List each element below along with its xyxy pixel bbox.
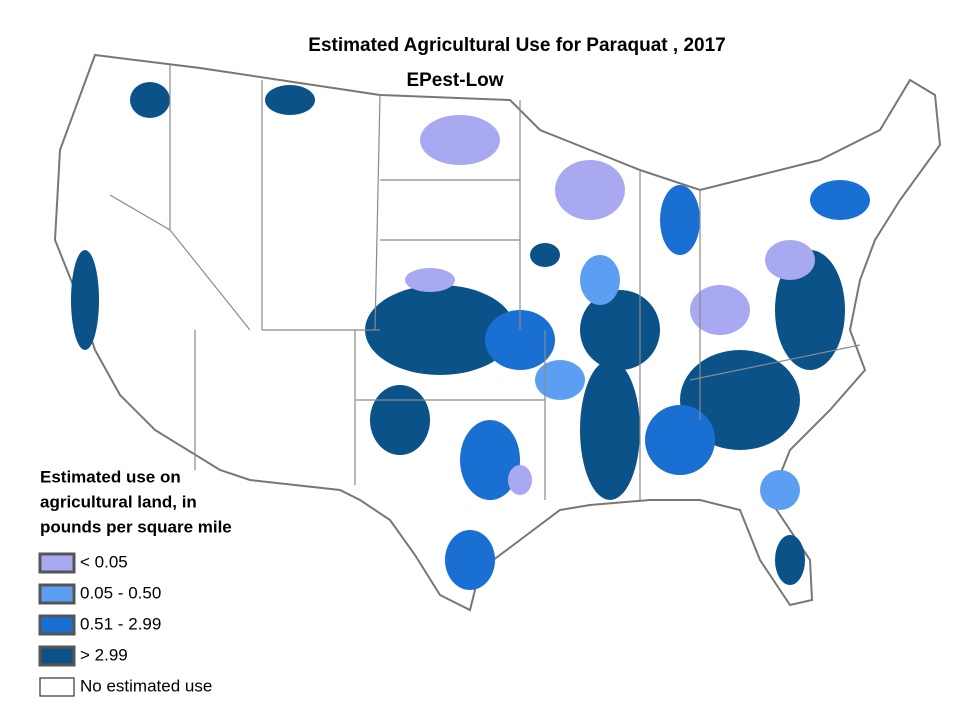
map-subtitle: EPest-Low — [406, 70, 503, 91]
legend-label: 0.51 - 2.99 — [80, 614, 161, 633]
use-area — [485, 310, 555, 370]
use-area — [775, 250, 845, 370]
use-area — [71, 250, 99, 350]
legend-title: agricultural land, in — [40, 492, 197, 511]
use-area — [370, 385, 430, 455]
legend-swatch — [38, 552, 76, 574]
use-area — [530, 243, 560, 267]
use-area — [775, 535, 805, 585]
map-title: Estimated Agricultural Use for Paraquat … — [308, 35, 725, 56]
use-area — [580, 255, 620, 305]
use-area — [760, 470, 800, 510]
legend-swatch — [38, 583, 76, 605]
use-areas — [71, 82, 870, 590]
use-area — [810, 180, 870, 220]
use-area — [460, 420, 520, 500]
state-lines — [109, 65, 861, 500]
legend-title: Estimated use on — [40, 467, 181, 486]
use-area — [555, 160, 625, 220]
legend-swatch — [39, 677, 75, 697]
use-area — [765, 240, 815, 280]
use-area — [580, 360, 640, 500]
legend-label: 0.05 - 0.50 — [80, 583, 161, 602]
use-area — [445, 530, 495, 590]
use-area — [535, 360, 585, 400]
us-map — [53, 53, 942, 612]
legend-swatch — [38, 614, 76, 636]
legend-title: pounds per square mile — [40, 517, 232, 536]
use-area — [365, 285, 515, 375]
use-area — [660, 185, 700, 255]
legend-label: < 0.05 — [80, 552, 128, 571]
legend-label: No estimated use — [80, 676, 212, 695]
use-area — [690, 285, 750, 335]
use-area — [405, 268, 455, 292]
legend-swatch — [38, 645, 76, 667]
use-area — [265, 85, 315, 115]
legend-label: > 2.99 — [80, 645, 128, 664]
use-area — [508, 465, 532, 495]
legend: Estimated use on agricultural land, in pou… — [38, 467, 232, 697]
use-area — [420, 115, 500, 165]
use-area — [130, 82, 170, 118]
use-area — [645, 405, 715, 475]
